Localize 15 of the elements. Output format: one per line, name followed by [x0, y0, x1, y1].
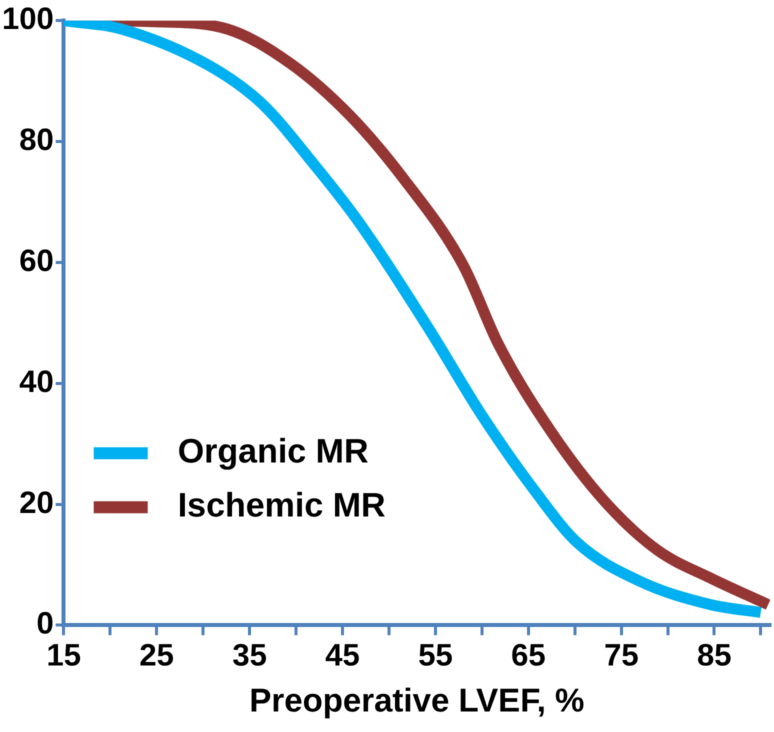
x-tick-label: 35 — [232, 637, 267, 672]
y-tick-label: 20 — [19, 484, 54, 520]
legend-label: Organic MR — [178, 432, 369, 471]
x-tick-label: 85 — [697, 637, 732, 672]
y-tick-label: 100 — [2, 1, 54, 36]
y-tick-label: 40 — [19, 364, 54, 399]
y-tick-label: 60 — [19, 242, 54, 278]
x-tick-label: 25 — [139, 637, 174, 672]
y-tick-label: 80 — [19, 122, 54, 158]
x-axis-title: Preoperative LVEF, % — [249, 681, 584, 718]
x-tick-label: 75 — [604, 637, 639, 672]
x-tick-label: 55 — [418, 637, 453, 672]
x-tick-label: 65 — [511, 637, 546, 672]
x-tick-label: 45 — [325, 637, 360, 672]
legend-label: Ischemic MR — [178, 486, 386, 525]
